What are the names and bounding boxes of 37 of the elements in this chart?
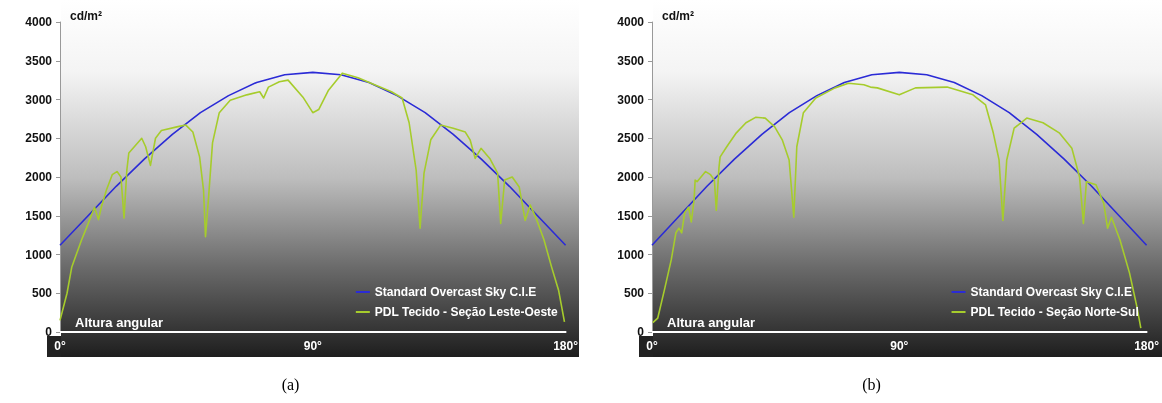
legend-label: Standard Overcast Sky C.I.E [374,285,537,299]
y-tick-label: 1000 [25,247,53,262]
y-tick-label: 3500 [25,53,53,68]
text: (a) [281,375,300,394]
y-tick-label: 3500 [617,53,645,68]
legend-label: PDL Tecido - Seção Norte-Sul [970,305,1139,319]
y-tick-label: 0 [45,325,53,339]
x-axis-title: Altura angular [75,315,164,330]
x-tick-label: 90° [303,339,323,353]
y-tick-label: 1000 [617,247,645,262]
text: (b) [862,375,881,394]
y-tick-label: 4000 [617,15,645,29]
legend-label: Standard Overcast Sky C.I.E [970,285,1132,299]
y-tick-label: 2500 [617,131,645,146]
y-tick-label: 500 [31,286,53,301]
x-tick-label: 180° [1134,339,1160,353]
y-axis-title: cd/m² [662,9,695,23]
y-tick-label: 2000 [25,170,53,184]
y-tick-label: 3000 [25,92,53,107]
line-series [59,71,567,246]
x-tick-label: 180° [553,339,579,353]
x-tick-label: 0° [54,339,66,353]
y-tick-label: 0 [637,325,645,339]
y-tick-label: 500 [623,286,645,301]
y-tick-label: 4000 [25,15,53,29]
y-axis-title: cd/m² [70,9,103,23]
y-tick-label: 1500 [25,208,53,223]
line-series [652,82,1142,329]
x-axis-title: Altura angular [667,315,756,330]
y-tick-label: 2000 [617,170,645,184]
x-tick-label: 90° [890,339,909,353]
y-tick-label: 3000 [617,92,645,107]
x-tick-label: 0° [646,339,658,353]
y-tick-label: 2500 [25,131,53,146]
y-tick-label: 1500 [617,208,645,223]
legend-label: PDL Tecido - Seção Leste-Oeste [374,305,559,319]
line-series [651,71,1148,246]
